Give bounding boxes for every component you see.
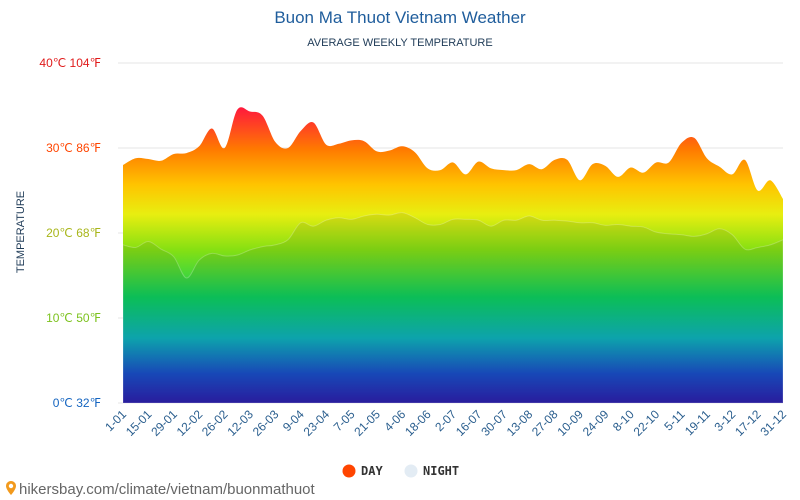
y-tick-label: 0℃ 32℉ — [53, 396, 101, 410]
legend: DAY NIGHT — [342, 464, 459, 478]
x-tick-label: 30-07 — [478, 407, 510, 439]
x-tick-label: 22-10 — [631, 407, 663, 439]
legend-day-marker[interactable] — [342, 464, 356, 478]
legend-day-label[interactable]: DAY — [361, 464, 383, 478]
night-area-shade — [123, 212, 783, 403]
night-temperature-area[interactable] — [122, 212, 784, 404]
x-tick-label: 15-01 — [123, 407, 155, 439]
x-tick-label: 10-09 — [554, 407, 586, 439]
y-tick-label: 20℃ 68℉ — [46, 226, 101, 240]
y-axis-label: TEMPERATURE — [15, 191, 27, 273]
y-tick-label: 40℃ 104℉ — [39, 56, 101, 70]
map-pin-icon — [6, 481, 16, 495]
y-tick-label: 30℃ 86℉ — [46, 141, 101, 155]
chart-subtitle: AVERAGE WEEKLY TEMPERATURE — [307, 37, 492, 49]
x-tick-label: 26-02 — [199, 407, 231, 439]
chart-title: Buon Ma Thuot Vietnam Weather — [274, 8, 526, 27]
x-tick-label: 29-01 — [148, 407, 180, 439]
x-tick-label: 17-12 — [732, 407, 764, 439]
x-axis-ticks: 1-0115-0129-0112-0226-0212-0326-039-0423… — [102, 407, 789, 439]
x-tick-label: 23-04 — [301, 407, 333, 439]
x-tick-label: 12-02 — [174, 407, 206, 439]
legend-night-marker[interactable] — [404, 464, 418, 478]
x-tick-label: 26-03 — [250, 407, 282, 439]
x-tick-label: 12-03 — [224, 407, 256, 439]
y-tick-label: 10℃ 50℉ — [46, 311, 101, 325]
legend-night-label[interactable]: NIGHT — [423, 464, 459, 478]
x-tick-label: 18-06 — [402, 407, 434, 439]
y-axis-ticks: 0℃ 32℉ 10℃ 50℉ 20℃ 68℉ 30℃ 86℉ 40℃ 104℉ — [39, 56, 101, 410]
x-tick-label: 21-05 — [351, 407, 383, 439]
x-tick-label: 13-08 — [504, 407, 536, 439]
plot-area — [122, 107, 784, 404]
source-link[interactable]: hikersbay.com/climate/vietnam/buonmathuo… — [6, 481, 316, 498]
x-tick-label: 31-12 — [758, 407, 790, 439]
x-tick-label: 19-11 — [682, 407, 713, 438]
x-tick-label: 27-08 — [529, 407, 561, 439]
source-url[interactable]: hikersbay.com/climate/vietnam/buonmathuo… — [19, 481, 316, 498]
x-tick-label: 24-09 — [580, 407, 612, 439]
x-tick-label: 16-07 — [453, 407, 485, 439]
